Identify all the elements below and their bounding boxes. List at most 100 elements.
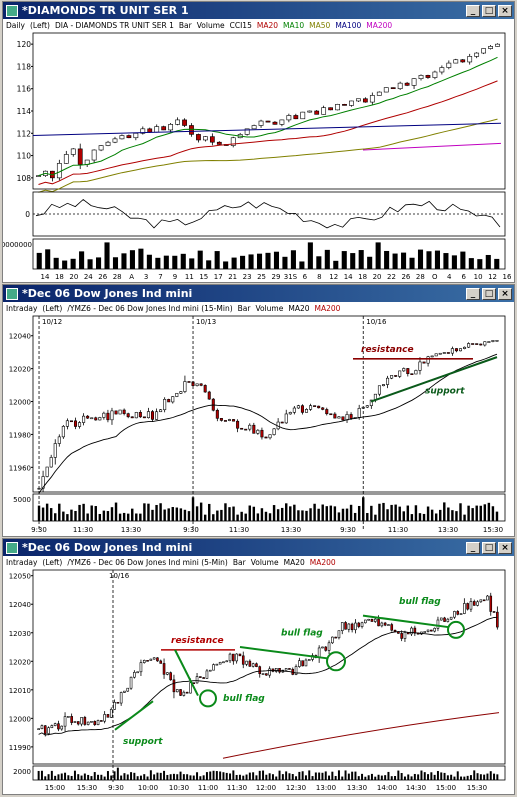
5min-candle bbox=[261, 673, 265, 675]
x-tick-label: 6 bbox=[461, 273, 466, 281]
maximize-button[interactable]: □ bbox=[482, 4, 496, 17]
x-tick-label: 4 bbox=[447, 273, 452, 281]
volume-bar bbox=[146, 254, 152, 269]
volume-bar bbox=[78, 504, 81, 521]
y-tick-label: 12000 bbox=[9, 715, 31, 723]
volume-bar bbox=[189, 775, 192, 780]
volume-bar bbox=[413, 773, 416, 780]
5min-candle bbox=[179, 689, 182, 696]
x-tick-label: 14 bbox=[41, 273, 50, 281]
volume-bar bbox=[219, 771, 222, 780]
maximize-button[interactable]: □ bbox=[482, 541, 496, 554]
5min-candle bbox=[93, 721, 97, 725]
daily-candle bbox=[196, 134, 201, 141]
15min-candle bbox=[187, 381, 191, 383]
x-tick-label: 16 bbox=[503, 273, 512, 281]
y-tick-label: 11980 bbox=[9, 431, 31, 439]
15min-candle bbox=[430, 355, 434, 358]
volume-bar bbox=[456, 771, 459, 780]
volume-scale-label: 100000000 bbox=[3, 241, 32, 249]
15min-candle bbox=[268, 434, 272, 439]
volume-bar bbox=[175, 507, 179, 521]
volume-bar bbox=[450, 774, 453, 780]
y-tick-label: 11990 bbox=[9, 744, 31, 752]
volume-bar bbox=[390, 776, 393, 780]
y-tick-label: 114 bbox=[17, 107, 32, 116]
daily-candle bbox=[300, 111, 306, 120]
volume-bar bbox=[334, 775, 337, 780]
volume-bar bbox=[397, 770, 400, 780]
x-tick-label: 9:30 bbox=[31, 526, 47, 534]
daily-candle bbox=[98, 145, 104, 151]
5min-chart[interactable]: 11990 12000 12010 12020 12030 12040 12050 10/16… bbox=[3, 568, 515, 794]
window-title: *Dec 06 Dow Jones Ind mini bbox=[22, 541, 193, 554]
x-tick-label: 15 bbox=[199, 273, 208, 281]
volume-bar bbox=[187, 511, 191, 521]
volume-bar bbox=[202, 775, 205, 780]
volume-bar bbox=[341, 776, 344, 780]
x-tick-label: 9 bbox=[173, 273, 177, 281]
volume-bar bbox=[186, 774, 189, 780]
close-button[interactable]: × bbox=[498, 287, 512, 300]
5min-candle bbox=[463, 603, 466, 614]
maximize-button[interactable]: □ bbox=[482, 287, 496, 300]
close-button[interactable]: × bbox=[498, 541, 512, 554]
15min-candle bbox=[377, 385, 381, 395]
5min-candle bbox=[436, 619, 440, 629]
volume-bar bbox=[282, 256, 288, 269]
daily-candle bbox=[105, 141, 111, 146]
15min-candle bbox=[300, 405, 304, 413]
pane-frame bbox=[32, 315, 506, 493]
volume-bar bbox=[153, 774, 156, 780]
x-tick-label: 12:00 bbox=[256, 784, 276, 792]
volume-bar bbox=[427, 774, 430, 780]
daily-chart[interactable]: 1081101121141161181200100000000141820242… bbox=[3, 31, 515, 282]
15min-candle bbox=[471, 343, 475, 345]
volume-bar bbox=[41, 507, 45, 521]
volume-bar bbox=[398, 506, 401, 521]
volume-bar bbox=[486, 773, 489, 780]
volume-bar bbox=[407, 774, 410, 780]
volume-bar bbox=[422, 513, 426, 521]
volume-bar bbox=[179, 508, 183, 521]
5min-candle bbox=[212, 664, 215, 671]
volume-bar bbox=[229, 773, 232, 780]
volume-bar bbox=[50, 770, 53, 780]
x-tick-label: 12 bbox=[488, 273, 497, 281]
volume-bar bbox=[321, 772, 324, 780]
minimize-button[interactable]: _ bbox=[466, 4, 480, 17]
x-tick-label: 11 bbox=[185, 273, 194, 281]
volume-bar bbox=[384, 250, 390, 269]
volume-bar bbox=[333, 260, 339, 269]
15min-candle bbox=[199, 383, 203, 386]
volume-bar bbox=[169, 774, 172, 780]
minimize-button[interactable]: _ bbox=[466, 287, 480, 300]
5min-candle bbox=[390, 624, 394, 631]
minimize-button[interactable]: _ bbox=[466, 541, 480, 554]
volume-bar bbox=[384, 775, 387, 780]
15min-candle bbox=[296, 405, 300, 409]
5min-candle bbox=[116, 701, 120, 704]
daily-candle bbox=[314, 110, 320, 115]
volume-bar bbox=[126, 774, 129, 780]
volume-bar bbox=[410, 776, 413, 780]
volume-bar bbox=[149, 770, 152, 780]
bull-flag-label: bull flag bbox=[399, 597, 441, 607]
y-tick-label: 118 bbox=[17, 62, 32, 71]
15min-candle bbox=[41, 476, 45, 489]
daily-candle bbox=[495, 43, 500, 47]
volume-bar bbox=[122, 512, 126, 521]
15min-chart[interactable]: 11960 11980 12000 12020 12040 10/12 10/13 10/16… bbox=[3, 314, 515, 536]
volume-bar bbox=[80, 775, 83, 780]
volume-bar bbox=[285, 771, 288, 780]
volume-bar bbox=[301, 771, 304, 780]
volume-bar bbox=[361, 773, 364, 780]
5min-candle bbox=[202, 677, 205, 679]
ma20-line bbox=[38, 80, 498, 185]
5min-candle bbox=[347, 623, 351, 630]
daily-candle bbox=[481, 48, 486, 54]
x-tick-label: 24 bbox=[84, 273, 93, 281]
close-button[interactable]: × bbox=[498, 4, 512, 17]
volume-bar bbox=[262, 770, 265, 780]
volume-bar bbox=[112, 257, 119, 269]
